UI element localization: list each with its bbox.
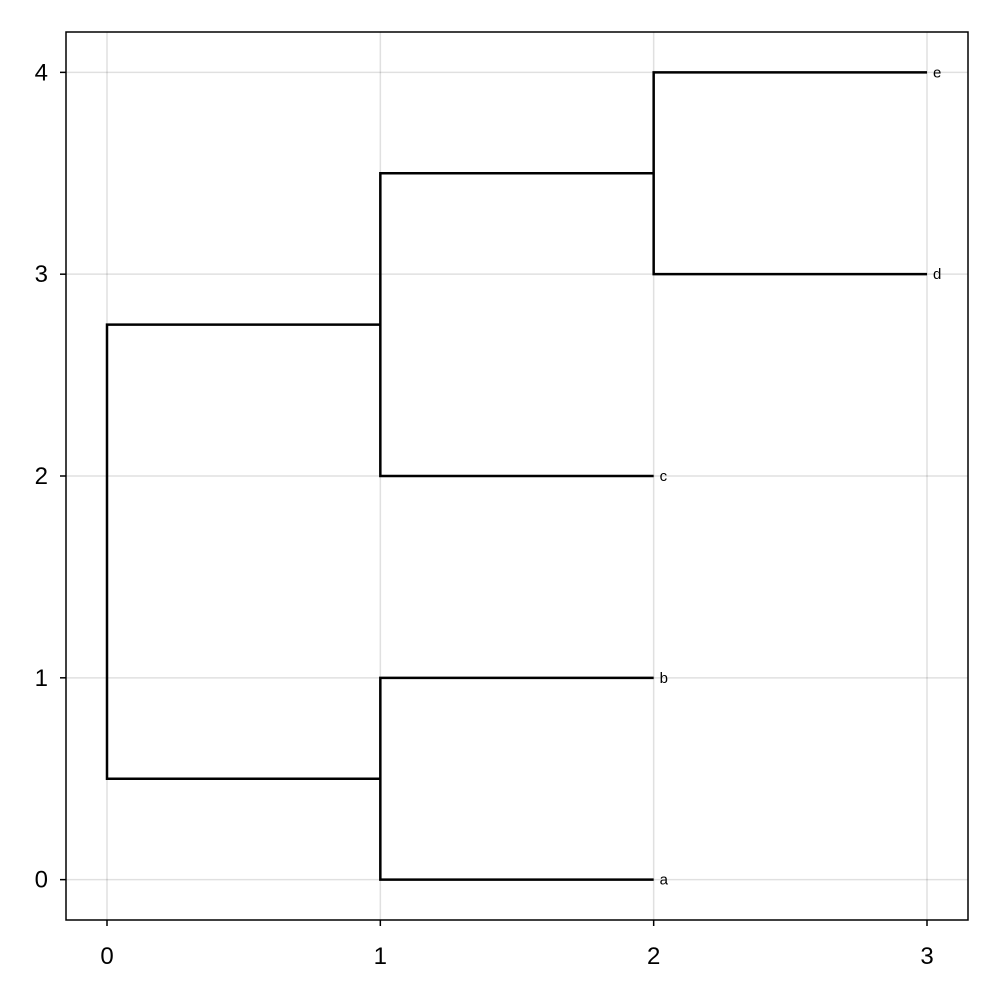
merge-branch-1 [652, 71, 927, 276]
merge-branch-0 [379, 676, 654, 881]
leaf-label-e: e [933, 64, 941, 81]
x-tick-label-0: 0 [100, 943, 113, 970]
leaf-label-b: b [660, 670, 668, 687]
y-tick-label-1: 1 [35, 665, 48, 692]
x-tick-label-2: 2 [647, 943, 660, 970]
y-tick-label-2: 2 [35, 463, 48, 490]
y-tick-label-4: 4 [35, 59, 48, 86]
y-tick-label-3: 3 [35, 261, 48, 288]
branch-layer [105, 71, 927, 881]
merge-branch-2 [379, 172, 654, 478]
leaf-label-layer: a b c d e [660, 64, 942, 888]
y-tick-label-0: 0 [35, 867, 48, 894]
leaf-label-d: d [933, 266, 941, 283]
tick-layer: 0 1 2 3 0 1 2 3 4 [35, 59, 934, 970]
merge-branch-3 [105, 323, 381, 780]
leaf-label-a: a [660, 872, 669, 889]
x-tick-label-1: 1 [374, 943, 387, 970]
leaf-label-c: c [660, 468, 668, 485]
x-tick-label-3: 3 [920, 943, 933, 970]
